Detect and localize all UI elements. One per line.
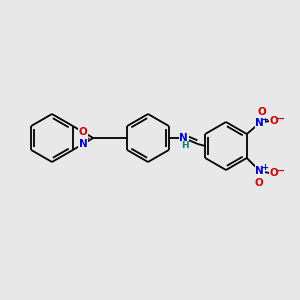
Text: O: O	[79, 127, 87, 137]
Text: O: O	[254, 178, 263, 188]
Text: +: +	[261, 115, 268, 124]
Text: N: N	[79, 139, 87, 149]
Text: O: O	[269, 116, 278, 126]
Text: O: O	[257, 107, 266, 117]
Text: H: H	[181, 142, 189, 151]
Text: +: +	[261, 163, 268, 172]
Text: −: −	[276, 166, 286, 176]
Text: N: N	[255, 118, 264, 128]
Text: O: O	[269, 168, 278, 178]
Text: N: N	[255, 166, 264, 176]
Text: N: N	[179, 133, 188, 143]
Text: −: −	[276, 114, 286, 124]
